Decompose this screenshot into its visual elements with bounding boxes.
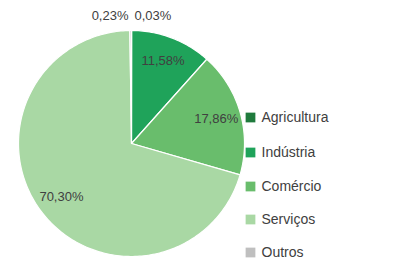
svg-text:11,58%: 11,58% (141, 53, 185, 68)
svg-text:Indústria: Indústria (262, 144, 316, 160)
svg-text:Comércio: Comércio (262, 178, 322, 194)
svg-text:0,23%: 0,23% (92, 8, 129, 23)
svg-text:Serviços: Serviços (262, 211, 316, 227)
svg-text:Agricultura: Agricultura (262, 109, 329, 125)
svg-text:Outros: Outros (262, 244, 304, 260)
svg-text:0,03%: 0,03% (135, 8, 172, 23)
svg-text:17,86%: 17,86% (194, 111, 239, 126)
svg-text:70,30%: 70,30% (39, 189, 84, 204)
